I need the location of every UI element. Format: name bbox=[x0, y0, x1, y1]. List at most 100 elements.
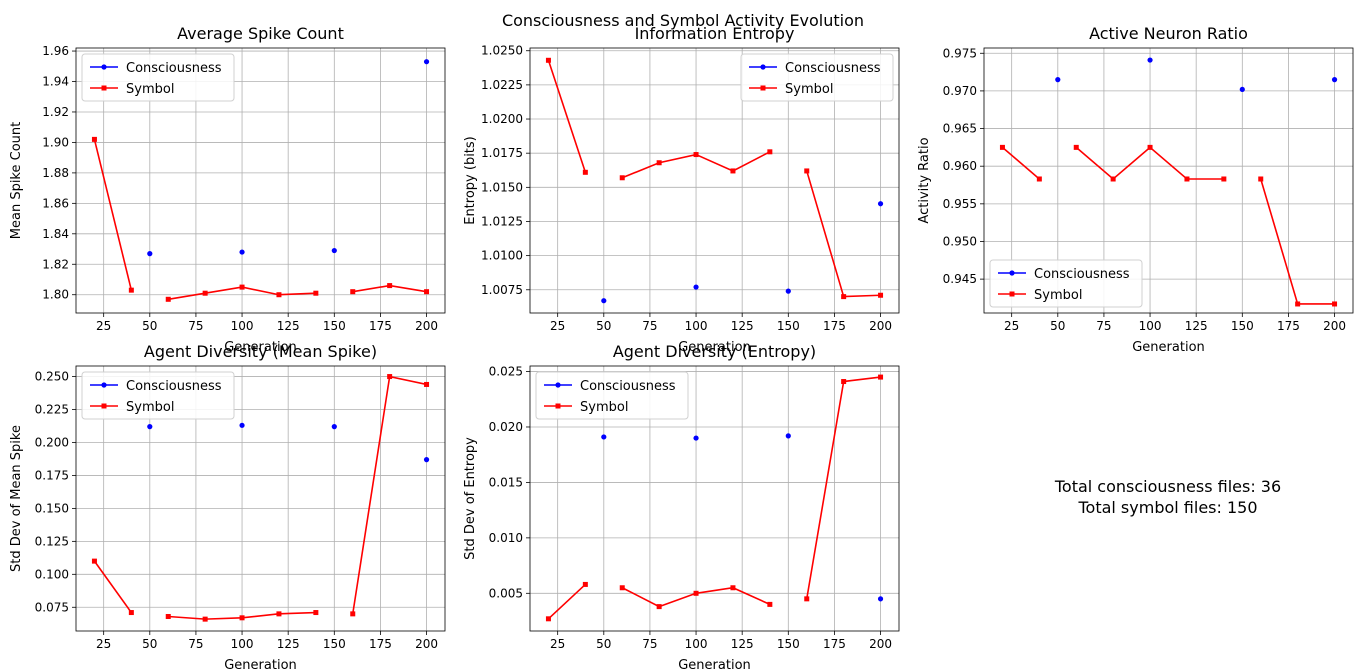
symbol-point bbox=[387, 374, 393, 380]
symbol-point bbox=[1221, 176, 1227, 182]
symbol-point bbox=[1147, 144, 1153, 150]
x-tick-label: 50 bbox=[1050, 319, 1065, 333]
consciousness-point bbox=[331, 247, 337, 254]
symbol-point bbox=[804, 596, 810, 602]
x-tick-label: 50 bbox=[142, 319, 157, 333]
symbol-point bbox=[313, 290, 319, 296]
symbol-point bbox=[804, 168, 810, 174]
consciousness-point bbox=[1331, 77, 1338, 83]
symbol-point bbox=[878, 292, 884, 298]
symbol-point bbox=[1073, 144, 1079, 150]
y-tick-label: 1.0150 bbox=[481, 180, 523, 194]
consciousness-point bbox=[147, 424, 153, 430]
x-tick-label: 75 bbox=[188, 637, 203, 651]
legend-symbol-label: Symbol bbox=[785, 82, 833, 97]
symbol-point bbox=[202, 290, 208, 296]
x-tick-label: 75 bbox=[188, 319, 203, 333]
symbol-point bbox=[841, 379, 847, 385]
x-tick-label: 75 bbox=[1096, 319, 1111, 333]
legend-box bbox=[535, 371, 689, 420]
consciousness-point bbox=[693, 435, 699, 441]
plot-frame bbox=[529, 365, 900, 632]
y-tick-label: 0.125 bbox=[35, 534, 69, 548]
y-tick-label: 1.94 bbox=[42, 75, 69, 89]
y-tick-label: 0.150 bbox=[35, 501, 69, 515]
y-tick-label: 0.075 bbox=[35, 600, 69, 614]
y-tick-label: 0.955 bbox=[943, 197, 977, 211]
symbol-point bbox=[999, 144, 1005, 150]
symbol-point bbox=[656, 604, 662, 610]
x-tick-label: 150 bbox=[777, 637, 800, 651]
y-tick-label: 1.0075 bbox=[481, 283, 523, 297]
x-tick-label: 150 bbox=[1231, 319, 1254, 333]
x-tick-label: 100 bbox=[231, 319, 254, 333]
y-tick-label: 1.84 bbox=[42, 227, 69, 241]
y-tick-label: 0.200 bbox=[35, 435, 69, 449]
y-tick-label: 0.100 bbox=[35, 567, 69, 581]
legend: Consciousness Symbol bbox=[81, 371, 235, 420]
y-tick-label: 0.250 bbox=[35, 370, 69, 384]
consciousness-point bbox=[1055, 77, 1061, 83]
x-tick-label: 50 bbox=[596, 319, 611, 333]
y-tick-label: 1.82 bbox=[42, 257, 69, 271]
x-tick-label: 75 bbox=[642, 637, 657, 651]
consciousness-point bbox=[785, 288, 791, 294]
y-tick-label: 1.96 bbox=[42, 44, 69, 58]
chart-title: Agent Diversity (Mean Spike) bbox=[144, 342, 377, 361]
y-tick-label: 0.025 bbox=[489, 365, 523, 379]
y-tick-label: 1.86 bbox=[42, 196, 69, 210]
symbol-line bbox=[547, 583, 586, 620]
figure-title: Consciousness and Symbol Activity Evolut… bbox=[501, 11, 865, 30]
x-tick-label: 200 bbox=[869, 637, 892, 651]
consciousness-point bbox=[785, 433, 791, 439]
x-tick-label: 200 bbox=[869, 319, 892, 333]
symbol-point bbox=[387, 283, 393, 289]
x-axis-label: Generation bbox=[1132, 340, 1205, 355]
legend-consciousness-marker bbox=[555, 382, 561, 388]
symbol-line bbox=[1001, 146, 1040, 180]
y-axis-label: Entropy (bits) bbox=[463, 136, 478, 225]
legend: Consciousness Symbol bbox=[740, 53, 894, 102]
legend-consciousness-label: Consciousness bbox=[1034, 267, 1130, 282]
symbol-point bbox=[165, 296, 171, 302]
symbol-point bbox=[1184, 176, 1190, 182]
y-tick-label: 1.0175 bbox=[481, 146, 523, 160]
y-tick-label: 0.965 bbox=[943, 122, 977, 136]
consciousness-point bbox=[1147, 57, 1153, 63]
chart-title: Agent Diversity (Entropy) bbox=[613, 342, 816, 361]
chart-title: Average Spike Count bbox=[177, 24, 344, 43]
x-tick-label: 175 bbox=[823, 637, 846, 651]
x-tick-label: 100 bbox=[685, 637, 708, 651]
symbol-point bbox=[656, 160, 662, 166]
legend-symbol-marker bbox=[555, 403, 561, 409]
y-axis-label: Std Dev of Entropy bbox=[463, 437, 478, 560]
y-tick-label: 0.960 bbox=[943, 159, 977, 173]
symbol-point bbox=[128, 287, 134, 293]
x-axis-label: Generation bbox=[678, 340, 751, 355]
x-tick-label: 100 bbox=[1139, 319, 1162, 333]
y-tick-label: 1.0125 bbox=[481, 214, 523, 228]
y-tick-label: 0.015 bbox=[489, 475, 523, 489]
legend-consciousness-marker bbox=[101, 64, 107, 70]
y-tick-label: 0.950 bbox=[943, 234, 977, 248]
consciousness-point bbox=[877, 201, 884, 207]
symbol-point bbox=[1295, 301, 1301, 307]
symbol-point bbox=[545, 616, 551, 622]
legend-consciousness-label: Consciousness bbox=[126, 379, 222, 394]
y-tick-label: 0.175 bbox=[35, 468, 69, 482]
symbol-line bbox=[351, 375, 427, 614]
chart-1: 25 50 75 100 125 150 175 200 1.80 1.82 1.84 1.86 1.8… bbox=[9, 24, 446, 355]
symbol-point bbox=[91, 136, 97, 142]
consciousness-point bbox=[601, 434, 607, 440]
symbol-line bbox=[805, 376, 881, 599]
x-tick-label: 175 bbox=[369, 637, 392, 651]
legend: Consciousness Symbol bbox=[535, 371, 689, 420]
symbol-point bbox=[1110, 176, 1116, 182]
y-tick-label: 0.005 bbox=[489, 586, 523, 600]
x-tick-label: 125 bbox=[731, 319, 754, 333]
symbol-point bbox=[91, 558, 97, 564]
symbol-point bbox=[730, 585, 736, 591]
legend-consciousness-marker bbox=[760, 64, 766, 70]
symbol-point bbox=[841, 294, 847, 300]
